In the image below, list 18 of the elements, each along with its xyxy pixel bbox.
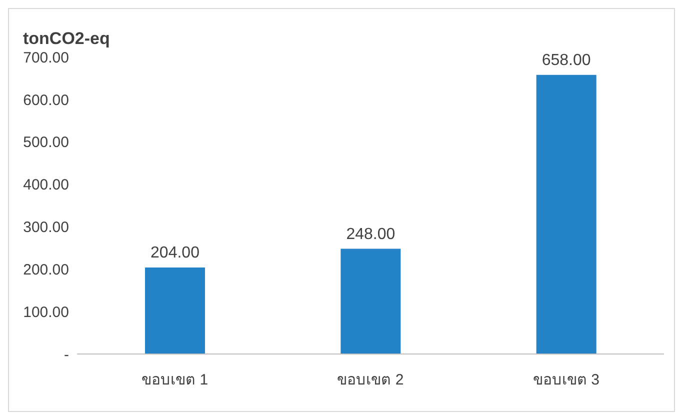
- x-tick-label: ขอบเขต 3: [532, 372, 600, 389]
- y-tick-label: 400.00: [23, 176, 69, 194]
- y-tick-label: -: [64, 346, 69, 364]
- y-axis-title: tonCO2-eq: [23, 29, 110, 49]
- y-tick-label: 300.00: [23, 219, 69, 236]
- x-tick-label: ขอบเขต 2: [337, 372, 404, 389]
- y-tick-label: 100.00: [23, 304, 69, 321]
- y-tick-label: 200.00: [23, 261, 69, 278]
- bar: [536, 74, 596, 354]
- bar: [340, 248, 401, 354]
- x-tick-label: ขอบเขต 1: [142, 372, 208, 389]
- data-label: 248.00: [346, 226, 396, 243]
- y-tick-label: 500.00: [23, 134, 69, 152]
- data-label: 204.00: [150, 244, 200, 262]
- y-tick-label: 700.00: [23, 49, 69, 66]
- y-tick-label: 600.00: [23, 92, 69, 109]
- data-label: 658.00: [542, 52, 591, 69]
- bar: [145, 267, 205, 354]
